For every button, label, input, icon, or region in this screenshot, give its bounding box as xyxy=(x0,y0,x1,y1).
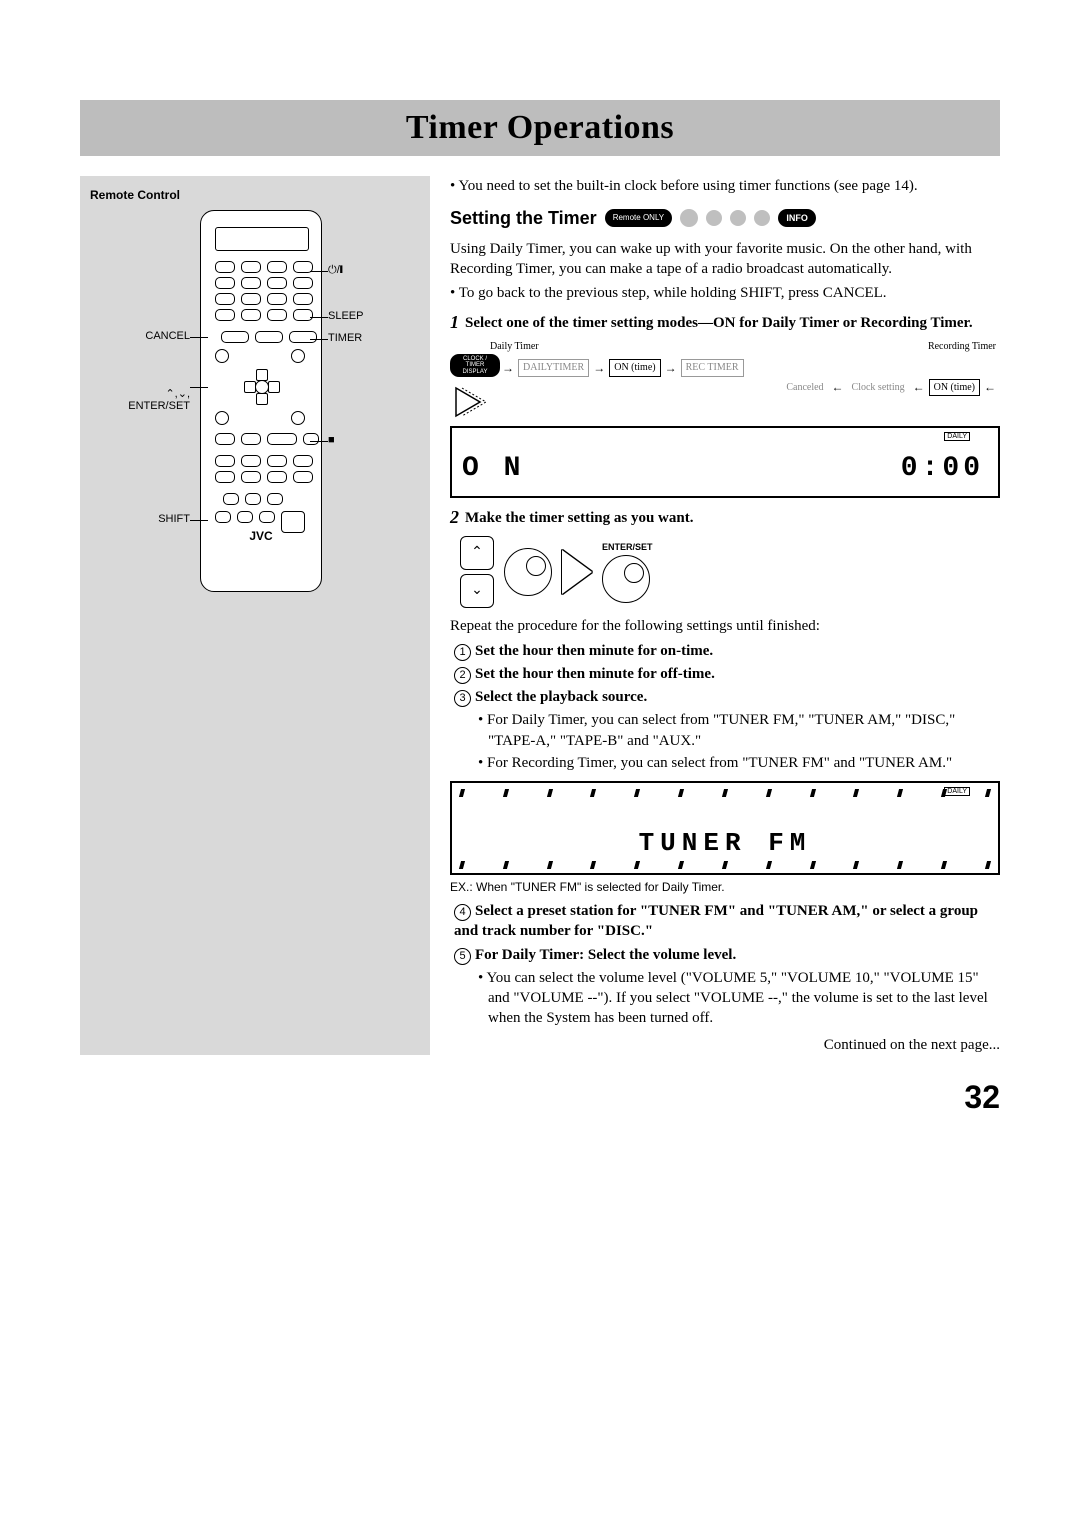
flow-canceled: Canceled xyxy=(782,380,827,396)
flow-row-1: → DAILYTIMER → ON (time) → REC TIMER xyxy=(502,359,1000,377)
substep-5-text: For Daily Timer: Select the volume level… xyxy=(475,947,736,963)
flow-on-time-2: ON (time) xyxy=(929,379,980,397)
step-2-text: Make the timer setting as you want. xyxy=(465,508,693,528)
manual-page: Timer Operations Remote Control xyxy=(0,0,1080,1156)
display-2-caption: EX.: When "TUNER FM" is selected for Dai… xyxy=(450,879,1000,895)
display-on-text: O N xyxy=(462,450,524,488)
badge-dot-1 xyxy=(706,210,722,226)
display-time: 0:00 xyxy=(901,450,984,488)
down-button-icon: ⌄ xyxy=(460,574,494,608)
callout-stop: ■ xyxy=(328,434,335,446)
remote-body: JVC xyxy=(200,210,322,592)
big-arrow-icon xyxy=(562,550,592,594)
remote-panel: Remote Control xyxy=(80,176,430,1055)
content-columns: Remote Control xyxy=(80,176,1000,1055)
callout-enter-set: ⌃,⌄, ENTER/SET xyxy=(128,388,190,412)
step-2-num: 2 xyxy=(450,508,459,528)
clock-timer-badge-text: CLOCK / TIMER DISPLAY xyxy=(463,356,488,375)
continued-text: Continued on the next page... xyxy=(450,1035,1000,1055)
intro-note: • You need to set the built-in clock bef… xyxy=(450,176,1000,196)
enter-set-label: ENTER/SET xyxy=(602,541,653,553)
badge-dot-2 xyxy=(730,210,746,226)
remote-illustration: JVC CANCEL ⌃,⌄, ENTER/SET SHIFT xyxy=(90,210,420,630)
callout-sleep: SLEEP xyxy=(328,310,363,322)
flow-clock-setting: Clock setting xyxy=(848,380,909,396)
badge-grey-1 xyxy=(680,209,698,227)
daily-icon-2: DAILY xyxy=(944,787,970,796)
substep-4: 4Select a preset station for "TUNER FM" … xyxy=(454,901,1000,942)
substep-5a: • You can select the volume level ("VOLU… xyxy=(478,968,1000,1029)
step-1-num: 1 xyxy=(450,313,459,333)
substep-3: 3Select the playback source. xyxy=(454,687,1000,707)
step-1-diagram: Daily Timer Recording Timer CLOCK / TIME… xyxy=(450,340,1000,499)
press-knob-2 xyxy=(602,555,650,603)
section-title: Setting the Timer xyxy=(450,206,597,230)
step-1: 1 Select one of the timer setting modes—… xyxy=(450,313,1000,333)
step-2-after: Repeat the procedure for the following s… xyxy=(450,616,1000,636)
substep-3a: • For Daily Timer, you can select from "… xyxy=(478,710,1000,751)
step-1-text: Select one of the timer setting modes—ON… xyxy=(465,313,973,333)
display-ticks-top xyxy=(460,789,990,797)
press-knob-1 xyxy=(504,548,552,596)
step-2: 2 Make the timer setting as you want. xyxy=(450,508,1000,528)
substep-1: 1Set the hour then minute for on-time. xyxy=(454,641,1000,661)
badge-info: INFO xyxy=(778,209,816,227)
callout-power: ⏻/❙ xyxy=(328,264,343,276)
section-para-1: Using Daily Timer, you can wake up with … xyxy=(450,239,1000,280)
substep-1-text: Set the hour then minute for on-time. xyxy=(475,643,713,659)
callout-timer: TIMER xyxy=(328,332,362,344)
section-para-2: • To go back to the previous step, while… xyxy=(450,283,1000,303)
display-ticks-bottom xyxy=(460,861,990,869)
display-panel-1: DAILY O N 0:00 xyxy=(450,426,1000,498)
clock-timer-badge: CLOCK / TIMER DISPLAY xyxy=(450,354,500,378)
callout-cancel: CANCEL xyxy=(145,330,190,342)
flow-on-time: ON (time) xyxy=(609,359,660,377)
up-button-icon: ⌃ xyxy=(460,536,494,570)
substep-3-text: Select the playback source. xyxy=(475,689,647,705)
press-arrow-icon xyxy=(452,384,502,420)
display-tuner-fm: TUNER FM xyxy=(452,826,998,861)
flow-dailytimer: DAILYTIMER xyxy=(518,359,589,377)
page-number: 32 xyxy=(80,1079,1000,1116)
callout-shift: SHIFT xyxy=(158,513,190,525)
substep-4-text: Select a preset station for "TUNER FM" a… xyxy=(454,903,978,939)
daily-timer-label: Daily Timer xyxy=(490,340,539,354)
section-header: Setting the Timer Remote ONLY INFO xyxy=(450,206,1000,230)
step-2-diagram: ⌃ ⌄ ENTER/SET xyxy=(460,536,1000,608)
flow-row-2: Canceled ← Clock setting ← ON (time) ← xyxy=(502,379,1000,397)
badge-remote-only: Remote ONLY xyxy=(605,209,672,227)
content-column: • You need to set the built-in clock bef… xyxy=(450,176,1000,1055)
display-panel-2: DAILY TUNER FM xyxy=(450,781,1000,875)
remote-heading: Remote Control xyxy=(90,188,420,202)
badge-dot-3 xyxy=(754,210,770,226)
flow-rec-timer: REC TIMER xyxy=(681,359,744,377)
substep-5: 5For Daily Timer: Select the volume leve… xyxy=(454,945,1000,965)
substep-2: 2Set the hour then minute for off-time. xyxy=(454,664,1000,684)
page-title: Timer Operations xyxy=(406,109,674,147)
remote-logo: JVC xyxy=(201,529,321,543)
page-title-bar: Timer Operations xyxy=(80,100,1000,156)
recording-timer-label: Recording Timer xyxy=(928,340,996,354)
substep-2-text: Set the hour then minute for off-time. xyxy=(475,666,715,682)
daily-icon: DAILY xyxy=(944,432,970,441)
substep-3b: • For Recording Timer, you can select fr… xyxy=(478,753,1000,773)
